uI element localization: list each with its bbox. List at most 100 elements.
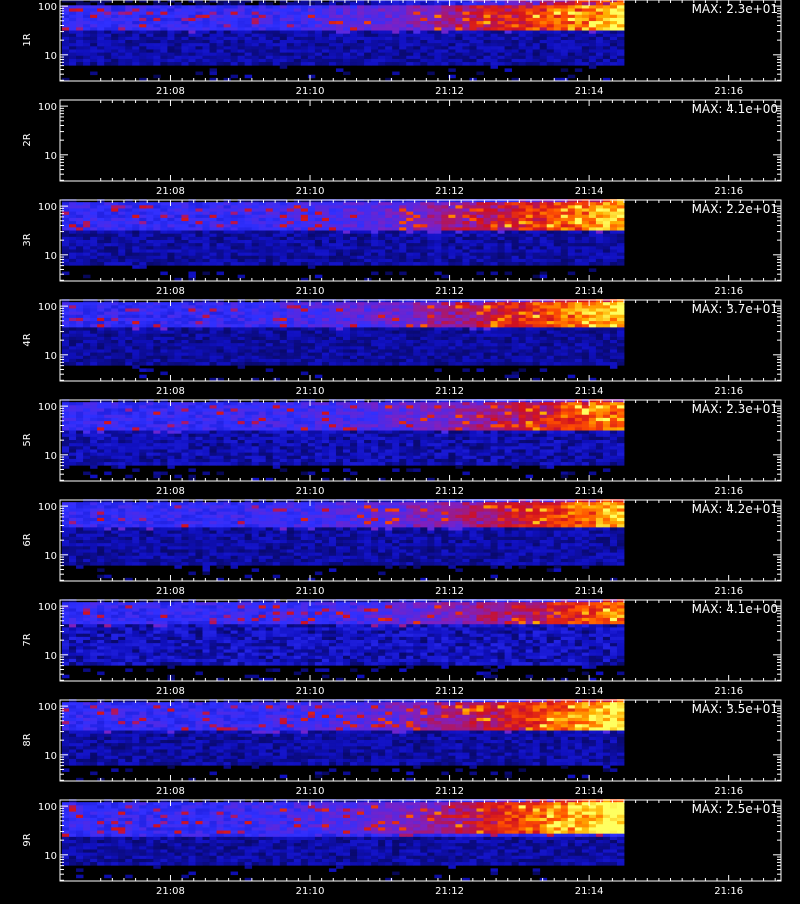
heatmap-cell	[76, 334, 83, 338]
heatmap-cell	[62, 46, 69, 50]
heatmap-cell	[610, 8, 617, 12]
heatmap-cell	[357, 227, 364, 231]
heatmap-cell	[568, 321, 575, 325]
heatmap-cell	[364, 31, 371, 35]
heatmap-cell	[462, 231, 469, 235]
heatmap-cell	[582, 5, 589, 9]
heatmap-cell	[111, 305, 118, 309]
heatmap-cell	[287, 312, 294, 316]
heatmap-cell	[174, 215, 181, 219]
heatmap-cell	[329, 43, 336, 47]
heatmap-cell	[561, 340, 568, 344]
heatmap-cell	[420, 5, 427, 9]
heatmap-cell	[167, 331, 174, 335]
heatmap-cell	[364, 321, 371, 325]
heatmap-cell	[568, 334, 575, 338]
heatmap-cell	[125, 240, 132, 244]
heatmap-cell	[512, 59, 519, 63]
heatmap-cell	[336, 318, 343, 322]
heatmap-cell	[224, 218, 231, 222]
heatmap-cell	[420, 246, 427, 250]
heatmap-cell	[427, 243, 434, 247]
heatmap-cell	[371, 202, 378, 206]
heatmap-cell	[540, 221, 547, 225]
heatmap-cell	[533, 246, 540, 250]
heatmap-cell	[245, 240, 252, 244]
heatmap-cell	[491, 212, 498, 216]
heatmap-cell	[238, 334, 245, 338]
heatmap-cell	[603, 305, 610, 309]
heatmap-cell	[146, 253, 153, 257]
heatmap-cell	[561, 318, 568, 322]
heatmap-cell	[406, 37, 413, 41]
heatmap-cell	[526, 31, 533, 35]
heatmap-cell	[427, 31, 434, 35]
heatmap-cell	[561, 237, 568, 241]
heatmap-cell	[554, 227, 561, 231]
heatmap-cell	[238, 49, 245, 53]
heatmap-cell	[97, 46, 104, 50]
heatmap-cell	[547, 262, 554, 266]
heatmap-cell	[498, 40, 505, 44]
heatmap-cell	[455, 315, 462, 319]
heatmap-cell	[336, 221, 343, 225]
heatmap-cell	[575, 40, 582, 44]
heatmap-cell	[371, 53, 378, 57]
heatmap-cell	[308, 205, 315, 209]
heatmap-cell	[287, 337, 294, 341]
heatmap-cell	[512, 5, 519, 9]
heatmap-cell	[575, 21, 582, 25]
heatmap-cell	[266, 334, 273, 338]
heatmap-cell	[69, 243, 76, 247]
heatmap-cell	[174, 12, 181, 16]
heatmap-cell	[561, 234, 568, 238]
heatmap-cell	[491, 237, 498, 241]
heatmap-cell	[245, 259, 252, 263]
heatmap-cell	[329, 262, 336, 266]
heatmap-cell	[568, 246, 575, 250]
heatmap-cell	[160, 202, 167, 206]
heatmap-cell	[399, 334, 406, 338]
heatmap-cell	[97, 56, 104, 60]
heatmap-cell	[97, 59, 104, 63]
heatmap-cell	[287, 237, 294, 241]
heatmap-cell	[392, 262, 399, 266]
heatmap-cell	[364, 8, 371, 12]
heatmap-cell	[308, 227, 315, 231]
heatmap-cell	[146, 262, 153, 266]
heatmap-cell	[582, 331, 589, 335]
heatmap-cell	[188, 56, 195, 60]
heatmap-cell	[498, 221, 505, 225]
heatmap-cell	[174, 34, 181, 38]
heatmap-cell	[476, 243, 483, 247]
heatmap-cell	[448, 40, 455, 44]
heatmap-cell	[610, 256, 617, 260]
heatmap-cell	[343, 308, 350, 312]
heatmap-cell	[596, 302, 603, 306]
heatmap-cell	[118, 305, 125, 309]
heatmap-cell	[301, 321, 308, 325]
heatmap-cell	[582, 56, 589, 60]
heatmap-cell	[498, 243, 505, 247]
heatmap-cell	[399, 18, 406, 22]
heatmap-cell	[97, 243, 104, 247]
heatmap-cell	[139, 34, 146, 38]
heatmap-cell	[603, 21, 610, 25]
heatmap-cell	[498, 340, 505, 344]
heatmap-cell	[153, 15, 160, 19]
heatmap-cell	[582, 221, 589, 225]
heatmap-cell	[498, 208, 505, 212]
heatmap-cell	[111, 21, 118, 25]
heatmap-cell	[224, 2, 231, 6]
heatmap-cell	[118, 8, 125, 12]
heatmap-cell	[420, 40, 427, 44]
heatmap-cell	[357, 221, 364, 225]
heatmap-cell	[441, 8, 448, 12]
heatmap-cell	[139, 321, 146, 325]
heatmap-cell	[575, 205, 582, 209]
heatmap-cell	[76, 237, 83, 241]
heatmap-cell	[498, 327, 505, 331]
heatmap-cell	[568, 46, 575, 50]
heatmap-cell	[69, 56, 76, 60]
heatmap-cell	[83, 256, 90, 260]
